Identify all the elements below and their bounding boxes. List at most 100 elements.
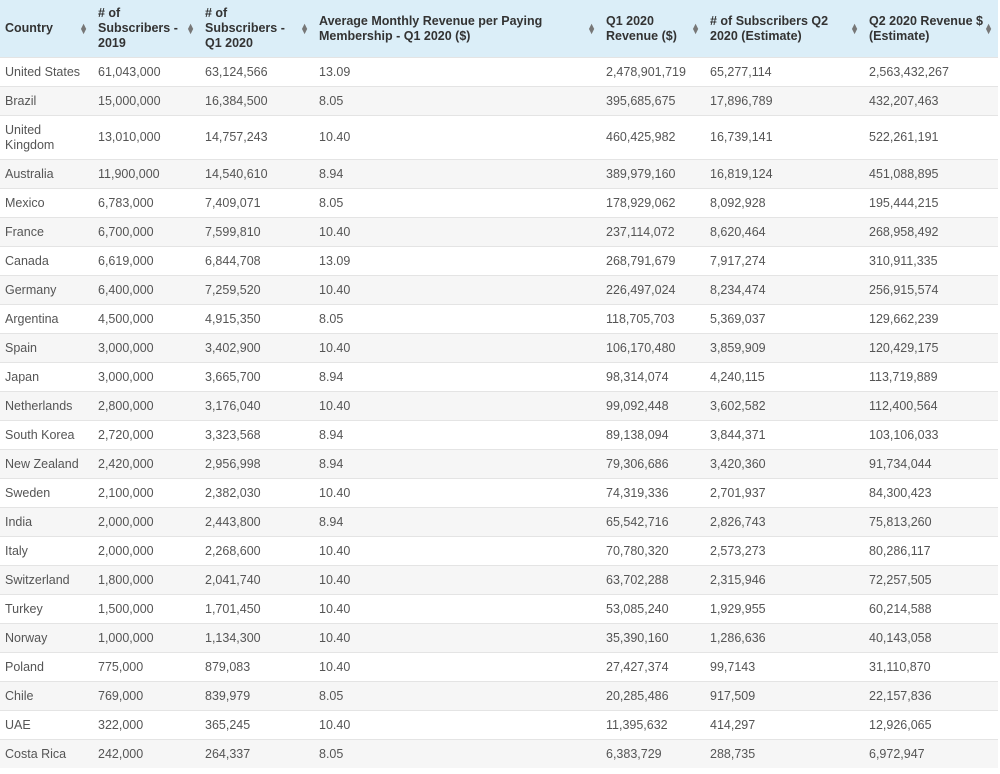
table-row: Spain 3,000,000 3,402,900 10.40 106,170,480 3… — [0, 333, 998, 363]
cell-avg-monthly-revenue: 10.40 — [314, 536, 601, 566]
cell-q1-revenue: 35,390,160 — [601, 623, 705, 653]
sort-up-down-icon[interactable]: ▲ ▼ — [587, 20, 596, 36]
cell-avg-monthly-revenue: 8.05 — [314, 188, 601, 218]
column-header-q1-revenue[interactable]: Q1 2020 Revenue ($) ▲ ▼ — [601, 0, 705, 58]
column-header-label: # of Subscribers Q2 2020 (Estimate) — [710, 13, 829, 43]
cell-q2-revenue-estimate: 522,261,191 — [864, 115, 998, 160]
cell-subscribers-2019: 15,000,000 — [93, 86, 200, 116]
column-header-subscribers-q2-estimate[interactable]: # of Subscribers Q2 2020 (Estimate) ▲ ▼ — [705, 0, 864, 58]
cell-subscribers-q1-2020: 2,382,030 — [200, 478, 314, 508]
cell-q2-revenue-estimate: 195,444,215 — [864, 188, 998, 218]
cell-country: Costa Rica — [0, 739, 93, 768]
cell-q2-revenue-estimate: 113,719,889 — [864, 362, 998, 392]
cell-subscribers-q1-2020: 3,323,568 — [200, 420, 314, 450]
cell-q2-revenue-estimate: 84,300,423 — [864, 478, 998, 508]
cell-q1-revenue: 389,979,160 — [601, 159, 705, 189]
cell-subscribers-q1-2020: 879,083 — [200, 652, 314, 682]
cell-subscribers-q1-2020: 2,443,800 — [200, 507, 314, 537]
table-row: Italy 2,000,000 2,268,600 10.40 70,780,320 2,… — [0, 536, 998, 566]
table-row: United States 61,043,000 63,124,566 13.09 2,… — [0, 57, 998, 87]
table-row: Norway 1,000,000 1,134,300 10.40 35,390,160 1… — [0, 623, 998, 653]
cell-q1-revenue: 395,685,675 — [601, 86, 705, 116]
sort-up-down-icon[interactable]: ▲ ▼ — [79, 20, 88, 36]
cell-country: Mexico — [0, 188, 93, 218]
cell-subscribers-2019: 2,000,000 — [93, 536, 200, 566]
column-header-label: # of Subscribers - Q1 2020 — [205, 6, 285, 50]
cell-q1-revenue: 79,306,686 — [601, 449, 705, 479]
table-row: UAE 322,000 365,245 10.40 11,395,632 414,297 1… — [0, 710, 998, 740]
cell-avg-monthly-revenue: 8.05 — [314, 304, 601, 334]
cell-subscribers-2019: 2,420,000 — [93, 449, 200, 479]
cell-q2-revenue-estimate: 432,207,463 — [864, 86, 998, 116]
table-row: New Zealand 2,420,000 2,956,998 8.94 79,306,… — [0, 449, 998, 479]
cell-country: Turkey — [0, 594, 93, 624]
column-header-avg-monthly-revenue[interactable]: Average Monthly Revenue per Paying Membe… — [314, 0, 601, 58]
cell-subscribers-2019: 2,000,000 — [93, 507, 200, 537]
cell-subscribers-q2-estimate: 16,739,141 — [705, 115, 864, 160]
table-body: United States 61,043,000 63,124,566 13.09 2,… — [0, 57, 998, 768]
cell-subscribers-q1-2020: 264,337 — [200, 739, 314, 768]
column-header-label: # of Subscribers - 2019 — [98, 6, 178, 50]
sort-up-down-icon[interactable]: ▲ ▼ — [984, 20, 993, 36]
cell-q2-revenue-estimate: 6,972,947 — [864, 739, 998, 768]
cell-country: Sweden — [0, 478, 93, 508]
cell-avg-monthly-revenue: 13.09 — [314, 57, 601, 87]
cell-avg-monthly-revenue: 10.40 — [314, 275, 601, 305]
cell-q2-revenue-estimate: 72,257,505 — [864, 565, 998, 595]
cell-q2-revenue-estimate: 103,106,033 — [864, 420, 998, 450]
cell-subscribers-q2-estimate: 1,929,955 — [705, 594, 864, 624]
cell-subscribers-q1-2020: 3,176,040 — [200, 391, 314, 421]
column-header-subscribers-q1-2020[interactable]: # of Subscribers - Q1 2020 ▲ ▼ — [200, 0, 314, 58]
cell-subscribers-2019: 775,000 — [93, 652, 200, 682]
cell-country: United Kingdom — [0, 115, 93, 160]
cell-country: Spain — [0, 333, 93, 363]
table-row: Costa Rica 242,000 264,337 8.05 6,383,729 288… — [0, 739, 998, 768]
cell-q1-revenue: 106,170,480 — [601, 333, 705, 363]
cell-avg-monthly-revenue: 10.40 — [314, 652, 601, 682]
cell-avg-monthly-revenue: 10.40 — [314, 115, 601, 160]
cell-subscribers-2019: 1,500,000 — [93, 594, 200, 624]
cell-subscribers-q2-estimate: 17,896,789 — [705, 86, 864, 116]
cell-avg-monthly-revenue: 8.94 — [314, 362, 601, 392]
column-header-country[interactable]: Country ▲ ▼ — [0, 0, 93, 58]
column-header-q2-revenue-estimate[interactable]: Q2 2020 Revenue $ (Estimate) ▲ ▼ — [864, 0, 998, 58]
cell-q2-revenue-estimate: 60,214,588 — [864, 594, 998, 624]
cell-subscribers-q2-estimate: 288,735 — [705, 739, 864, 768]
cell-avg-monthly-revenue: 10.40 — [314, 623, 601, 653]
column-header-subscribers-2019[interactable]: # of Subscribers - 2019 ▲ ▼ — [93, 0, 200, 58]
cell-country: Argentina — [0, 304, 93, 334]
cell-q1-revenue: 20,285,486 — [601, 681, 705, 711]
cell-subscribers-q1-2020: 4,915,350 — [200, 304, 314, 334]
cell-subscribers-2019: 1,800,000 — [93, 565, 200, 595]
cell-country: Australia — [0, 159, 93, 189]
cell-q1-revenue: 98,314,074 — [601, 362, 705, 392]
sort-up-down-icon[interactable]: ▲ ▼ — [691, 20, 700, 36]
sort-up-down-icon[interactable]: ▲ ▼ — [850, 20, 859, 36]
sort-up-down-icon[interactable]: ▲ ▼ — [300, 20, 309, 36]
cell-q1-revenue: 226,497,024 — [601, 275, 705, 305]
table-row: Netherlands 2,800,000 3,176,040 10.40 99,092… — [0, 391, 998, 421]
table-row: Brazil 15,000,000 16,384,500 8.05 395,685,67… — [0, 86, 998, 116]
cell-subscribers-q2-estimate: 3,420,360 — [705, 449, 864, 479]
cell-country: Netherlands — [0, 391, 93, 421]
cell-subscribers-q2-estimate: 8,092,928 — [705, 188, 864, 218]
cell-subscribers-q1-2020: 7,409,071 — [200, 188, 314, 218]
cell-avg-monthly-revenue: 8.94 — [314, 507, 601, 537]
table-row: Poland 775,000 879,083 10.40 27,427,374 99,71… — [0, 652, 998, 682]
cell-q2-revenue-estimate: 120,429,175 — [864, 333, 998, 363]
cell-country: UAE — [0, 710, 93, 740]
cell-subscribers-q1-2020: 2,956,998 — [200, 449, 314, 479]
table-row: France 6,700,000 7,599,810 10.40 237,114,072… — [0, 217, 998, 247]
sort-up-down-icon[interactable]: ▲ ▼ — [186, 20, 195, 36]
cell-q2-revenue-estimate: 22,157,836 — [864, 681, 998, 711]
cell-q1-revenue: 70,780,320 — [601, 536, 705, 566]
table-row: India 2,000,000 2,443,800 8.94 65,542,716 2,8… — [0, 507, 998, 537]
cell-subscribers-q2-estimate: 2,573,273 — [705, 536, 864, 566]
table-row: Mexico 6,783,000 7,409,071 8.05 178,929,062 8… — [0, 188, 998, 218]
table-row: Turkey 1,500,000 1,701,450 10.40 53,085,240 1… — [0, 594, 998, 624]
cell-q1-revenue: 237,114,072 — [601, 217, 705, 247]
cell-q1-revenue: 89,138,094 — [601, 420, 705, 450]
cell-country: Chile — [0, 681, 93, 711]
cell-q1-revenue: 65,542,716 — [601, 507, 705, 537]
